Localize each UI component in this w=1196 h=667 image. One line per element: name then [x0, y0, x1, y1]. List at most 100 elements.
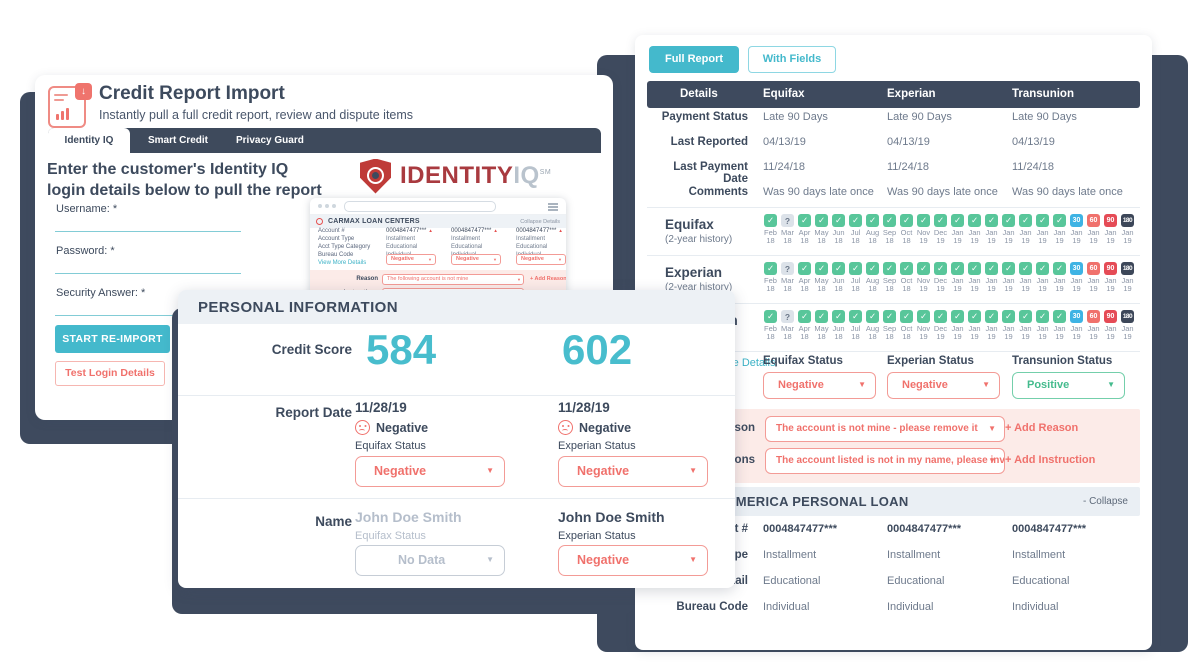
- page-title: Credit Report Import: [99, 83, 285, 104]
- mini-cell-value: Installment: [451, 236, 481, 242]
- month-label: Jan 19: [1087, 325, 1099, 341]
- name-experian-status-dropdown[interactable]: Negative ▼: [558, 545, 708, 576]
- month-label: Jan 19: [1070, 229, 1082, 245]
- cell-value: 04/13/19: [1012, 136, 1055, 148]
- month-label: Jan 19: [1002, 229, 1014, 245]
- late-180-badge: 180: [1121, 214, 1134, 227]
- month-label: Oct 18: [901, 229, 913, 245]
- tab-smart-credit[interactable]: Smart Credit: [148, 135, 209, 146]
- instructions-dropdown[interactable]: The account listed is not in my name, pl…: [765, 448, 1005, 474]
- history-cell: ✓ Jan 19: [966, 262, 983, 293]
- collapse-link[interactable]: - Collapse: [1082, 496, 1128, 507]
- month-label: Apr 18: [799, 325, 811, 341]
- month-text: May: [814, 276, 829, 285]
- reason-dropdown[interactable]: The account is not mine - please remove …: [765, 416, 1005, 442]
- check-icon: ✓: [917, 262, 930, 275]
- cell-value: Individual: [763, 601, 810, 613]
- chevron-down-icon: ▼: [858, 380, 866, 389]
- month-label: Jan 19: [985, 325, 997, 341]
- name-equifax-status-dropdown[interactable]: No Data ▼: [355, 545, 505, 576]
- personal-information-panel: PERSONAL INFORMATION Credit Score 584 60…: [178, 290, 735, 588]
- year-text: 18: [902, 284, 911, 293]
- cell-value: Late 90 Days: [887, 111, 952, 123]
- month-label: Jan 19: [1036, 325, 1048, 341]
- experian-status-dropdown[interactable]: Negative ▼: [887, 372, 1000, 399]
- history-cell: ? Mar 18: [779, 310, 796, 341]
- password-input[interactable]: [55, 273, 241, 274]
- month-label: Mar 18: [781, 277, 794, 293]
- month-text: Jun: [832, 228, 845, 237]
- check-icon: ✓: [849, 214, 862, 227]
- dropdown-value: Negative: [902, 379, 948, 391]
- month-label: Jan 19: [1002, 277, 1014, 293]
- month-text: Jan: [1104, 276, 1117, 285]
- late-90-badge: 90: [1104, 262, 1117, 275]
- month-label: Jan 19: [1053, 325, 1065, 341]
- month-text: May: [814, 228, 829, 237]
- report-date-equifax-status-dropdown[interactable]: Negative ▼: [355, 456, 505, 487]
- full-report-button[interactable]: Full Report: [649, 46, 739, 73]
- check-icon: ✓: [1002, 310, 1015, 323]
- chevron-down-icon: ▼: [689, 555, 697, 564]
- late-60-badge: 60: [1087, 310, 1100, 323]
- history-cell: ✓ Apr 18: [796, 310, 813, 341]
- year-text: 18: [766, 332, 775, 341]
- divider: [178, 395, 735, 396]
- month-text: Jan: [1121, 228, 1134, 237]
- sad-face-icon: [558, 420, 573, 435]
- history-cell: ✓ Feb 18: [762, 262, 779, 293]
- month-text: Aug: [865, 228, 880, 237]
- check-icon: ✓: [985, 214, 998, 227]
- check-icon: ✓: [900, 310, 913, 323]
- bureau-label: Equifax (2-year history): [665, 217, 732, 245]
- dropdown-value: Negative: [778, 379, 824, 391]
- year-text: 19: [1021, 284, 1030, 293]
- address-bar: [344, 201, 496, 212]
- cell-value: 11/24/18: [763, 161, 806, 173]
- year-text: 18: [868, 284, 877, 293]
- year-text: 19: [1106, 284, 1115, 293]
- year-text: 18: [817, 332, 826, 341]
- personal-information-header: PERSONAL INFORMATION: [178, 290, 735, 324]
- month-label: Jan 19: [1087, 277, 1099, 293]
- row-label: Payment Status: [661, 111, 748, 123]
- month-text: Apr: [798, 276, 811, 285]
- tab-identity-iq[interactable]: Identity IQ: [48, 128, 130, 153]
- add-reason-link[interactable]: + Add Reason: [1005, 422, 1079, 434]
- check-icon: ✓: [764, 310, 777, 323]
- report-date-experian-status-dropdown[interactable]: Negative ▼: [558, 456, 708, 487]
- history-cell: ✓ May 18: [813, 262, 830, 293]
- check-icon: ✓: [934, 310, 947, 323]
- test-login-details-button[interactable]: Test Login Details: [55, 361, 165, 386]
- sentiment-text: Negative: [579, 420, 632, 435]
- year-text: 19: [936, 236, 945, 245]
- check-icon: ✓: [815, 262, 828, 275]
- download-icon: ↓: [75, 83, 92, 100]
- month-text: Jun: [832, 276, 845, 285]
- header-details: Details: [680, 88, 718, 100]
- transunion-status-dropdown[interactable]: Positive ▼: [1012, 372, 1125, 399]
- name-label: Name: [315, 514, 352, 529]
- month-label: Dec 19: [934, 325, 947, 341]
- equifax-status-dropdown[interactable]: Negative ▼: [763, 372, 876, 399]
- month-label: Jan 19: [1070, 325, 1082, 341]
- tab-privacy-guard[interactable]: Privacy Guard: [236, 135, 304, 146]
- check-icon: ✓: [917, 214, 930, 227]
- username-input[interactable]: [55, 231, 241, 232]
- month-text: Apr: [798, 228, 811, 237]
- year-text: 19: [953, 332, 962, 341]
- form-heading: Enter the customer's Identity IQ login d…: [47, 159, 322, 201]
- add-instruction-link[interactable]: + Add Instruction: [1005, 454, 1096, 466]
- check-icon: ✓: [1036, 310, 1049, 323]
- with-fields-button[interactable]: With Fields: [748, 46, 836, 73]
- month-text: Feb: [764, 228, 777, 237]
- check-icon: ✓: [883, 310, 896, 323]
- history-cell: ✓ Feb 18: [762, 214, 779, 245]
- year-text: 18: [834, 332, 843, 341]
- start-reimport-button[interactable]: START RE-IMPORT: [55, 325, 170, 353]
- month-label: Jun 18: [832, 229, 844, 245]
- year-text: 19: [970, 236, 979, 245]
- history-cell: ✓ Jan 19: [949, 262, 966, 293]
- equifax-status-label: Equifax Status: [355, 440, 426, 452]
- security-answer-input[interactable]: [55, 315, 241, 316]
